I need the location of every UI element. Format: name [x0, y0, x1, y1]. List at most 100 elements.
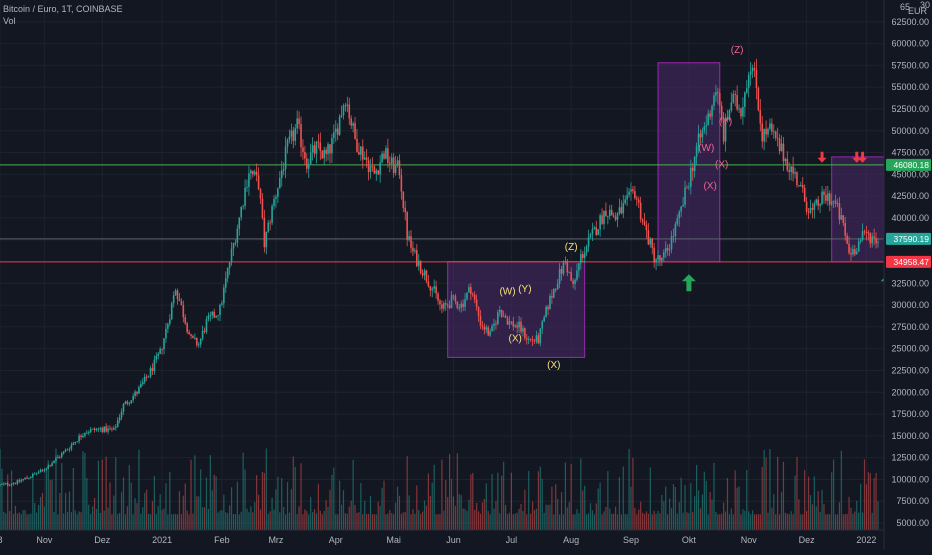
candle	[830, 193, 833, 206]
candle-body	[390, 157, 393, 164]
candle-body	[373, 166, 376, 174]
volume-bar	[504, 504, 507, 530]
candle-body	[321, 150, 324, 159]
candle-body	[524, 328, 526, 339]
candle-body	[138, 387, 140, 394]
candle	[674, 221, 677, 243]
candle-body	[238, 217, 241, 229]
candle	[865, 225, 868, 241]
candle	[483, 323, 486, 335]
candle-body	[41, 469, 44, 471]
candle	[400, 168, 403, 200]
volume-bar	[595, 503, 597, 530]
candle	[705, 115, 708, 136]
volume-bar	[234, 514, 237, 530]
candle-body	[720, 105, 723, 121]
volume-bar	[697, 490, 700, 530]
candle	[80, 434, 82, 440]
candle-body	[325, 149, 327, 154]
candle-body	[377, 170, 380, 175]
candle	[10, 483, 13, 487]
volume-bar	[375, 514, 377, 530]
candle	[572, 278, 574, 289]
candle-body	[86, 432, 88, 434]
volume-bar	[279, 512, 281, 530]
candle-body	[578, 263, 580, 271]
candle	[608, 205, 611, 220]
volume-label: Vol	[3, 16, 16, 26]
candle-body	[541, 321, 544, 329]
candle-body	[855, 251, 858, 255]
volume-bar	[771, 507, 773, 530]
volume-bar	[74, 510, 76, 530]
candle	[223, 284, 225, 309]
candle	[421, 269, 424, 279]
volume-bar	[458, 494, 460, 530]
volume-bar	[533, 510, 536, 530]
candle-body	[416, 250, 418, 267]
candle	[230, 242, 233, 266]
candle	[199, 338, 202, 348]
candle-body	[458, 307, 461, 309]
candle-body	[859, 240, 862, 242]
candle	[647, 223, 650, 246]
volume-bar	[202, 507, 204, 530]
candle	[514, 324, 517, 329]
volume-bar	[582, 490, 584, 530]
candle	[406, 210, 408, 247]
candle	[211, 310, 214, 319]
volume-bar	[173, 514, 175, 530]
candle	[39, 468, 42, 473]
candle	[657, 249, 659, 266]
candle	[8, 483, 11, 487]
volume-bar	[802, 514, 804, 530]
candle	[446, 303, 449, 308]
candle	[253, 169, 256, 177]
candle	[834, 194, 837, 208]
candle-body	[639, 202, 642, 220]
volume-bar	[850, 507, 852, 530]
volume-bar	[418, 510, 420, 530]
volume-bar	[59, 492, 61, 530]
candle-body	[516, 325, 518, 328]
volume-bar	[229, 505, 231, 530]
candle-body	[572, 280, 574, 284]
candle-body	[24, 477, 26, 480]
volume-bar	[18, 512, 20, 530]
candle	[551, 289, 553, 305]
volume-bar	[717, 514, 719, 530]
volume-bar	[520, 503, 522, 530]
candle	[554, 288, 557, 293]
candle-body	[267, 222, 270, 232]
candle-body	[402, 191, 405, 209]
candle	[344, 102, 347, 112]
volume-bar	[30, 513, 32, 530]
candle	[556, 279, 559, 290]
candle	[138, 385, 140, 394]
volume-bar	[252, 512, 254, 530]
volume-bar	[364, 500, 366, 530]
candle-body	[28, 477, 30, 479]
candle	[688, 182, 690, 191]
candle-body	[659, 255, 661, 261]
candle-body	[6, 483, 9, 485]
volume-bar	[55, 448, 57, 530]
candle-body	[290, 130, 293, 137]
candle-body	[487, 327, 490, 336]
candle	[664, 241, 667, 258]
candle	[284, 136, 287, 179]
candle-body	[869, 232, 872, 244]
candle-body	[717, 92, 719, 93]
candle-body	[167, 323, 169, 329]
candle	[443, 301, 445, 312]
volume-bar	[200, 469, 202, 530]
candle-body	[443, 303, 445, 309]
candle-body	[635, 198, 638, 200]
candle-body	[178, 299, 181, 301]
volume-bar	[394, 502, 397, 530]
candle	[828, 190, 831, 212]
candle-body	[412, 247, 414, 252]
